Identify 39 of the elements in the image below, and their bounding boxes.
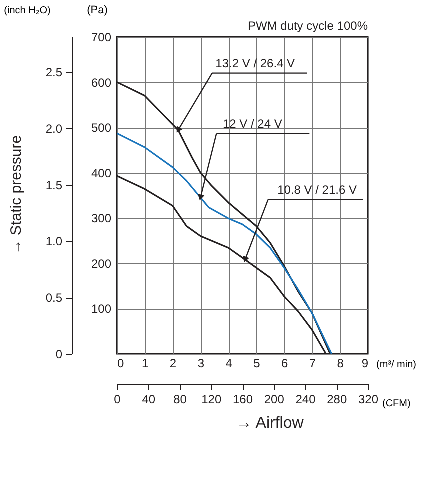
y-tick-label: 400: [91, 166, 112, 180]
x-tick-label: 9: [362, 356, 369, 370]
x-tick-label: 8: [337, 356, 344, 370]
x2-tick-label: 280: [327, 392, 348, 406]
x2-tick-label: 200: [264, 392, 285, 406]
chart-title: PWM duty cycle 100%: [248, 19, 368, 33]
y2-axis-title: (inch H₂O): [4, 6, 51, 16]
x2-tick-label: 160: [232, 392, 254, 406]
y-tick-label: 300: [91, 212, 112, 226]
text: → Airflow: [236, 415, 304, 432]
y2-tick-label: 2.5: [46, 65, 63, 80]
x-axis-title: (m³/ min): [376, 360, 416, 370]
y-tick-label: 200: [91, 256, 112, 271]
x2-tick-label: 120: [202, 392, 222, 406]
y2-tick-label: 0: [56, 348, 63, 362]
y2-tick-label: 1.5: [46, 178, 63, 192]
x-tick-label: 3: [198, 356, 205, 370]
y2-tick-label: 0.5: [46, 291, 63, 306]
y2-tick-label: 1.0: [46, 234, 63, 249]
x2-tick-label: 40: [142, 392, 156, 406]
y-tick-label: 500: [91, 121, 112, 136]
x2-tick-label: 240: [296, 392, 316, 406]
x-tick-label: 5: [254, 356, 261, 370]
x2-axis-title: (CFM): [382, 398, 411, 410]
x-tick-label: 7: [309, 356, 316, 370]
x2-tick-label: 320: [358, 392, 379, 406]
x-tick-label: 0: [118, 356, 124, 370]
x-tick-label: 1: [142, 356, 150, 370]
x2-tick-label: 80: [174, 392, 188, 406]
x2-tick-label: 0: [114, 392, 122, 406]
x-tick-label: 2: [170, 356, 177, 370]
y2-tick-label: 2.0: [46, 122, 63, 136]
x-tick-label: 4: [226, 356, 233, 370]
y-axis-title: (Pa): [87, 4, 108, 16]
text: → Static pressure: [8, 135, 25, 255]
y-tick-label: 600: [91, 76, 112, 90]
y-tick-label: 100: [91, 302, 112, 316]
y-tick-label: 700: [91, 30, 112, 44]
x-tick-label: 6: [281, 356, 288, 370]
